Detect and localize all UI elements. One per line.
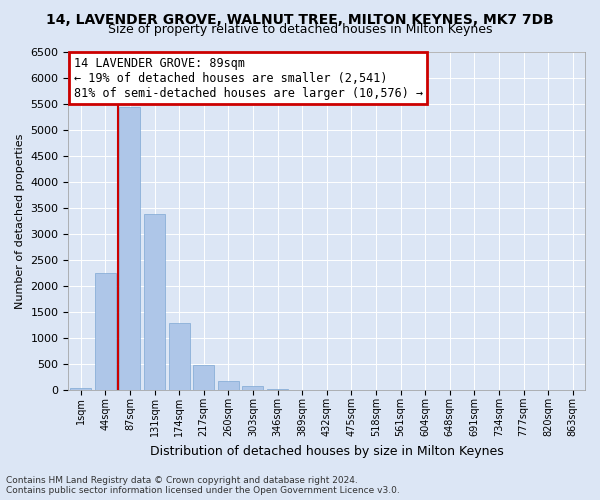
- X-axis label: Distribution of detached houses by size in Milton Keynes: Distribution of detached houses by size …: [150, 444, 503, 458]
- Bar: [242, 386, 263, 390]
- Bar: [169, 322, 190, 390]
- Text: Size of property relative to detached houses in Milton Keynes: Size of property relative to detached ho…: [108, 22, 492, 36]
- Bar: [70, 388, 91, 390]
- Bar: [95, 272, 116, 390]
- Bar: [144, 214, 165, 390]
- Bar: [218, 381, 239, 390]
- Text: 14 LAVENDER GROVE: 89sqm
← 19% of detached houses are smaller (2,541)
81% of sem: 14 LAVENDER GROVE: 89sqm ← 19% of detach…: [74, 56, 422, 100]
- Bar: [193, 366, 214, 390]
- Y-axis label: Number of detached properties: Number of detached properties: [15, 134, 25, 308]
- Text: Contains HM Land Registry data © Crown copyright and database right 2024.
Contai: Contains HM Land Registry data © Crown c…: [6, 476, 400, 495]
- Text: 14, LAVENDER GROVE, WALNUT TREE, MILTON KEYNES, MK7 7DB: 14, LAVENDER GROVE, WALNUT TREE, MILTON …: [46, 12, 554, 26]
- Bar: [267, 389, 288, 390]
- Bar: [119, 108, 140, 391]
